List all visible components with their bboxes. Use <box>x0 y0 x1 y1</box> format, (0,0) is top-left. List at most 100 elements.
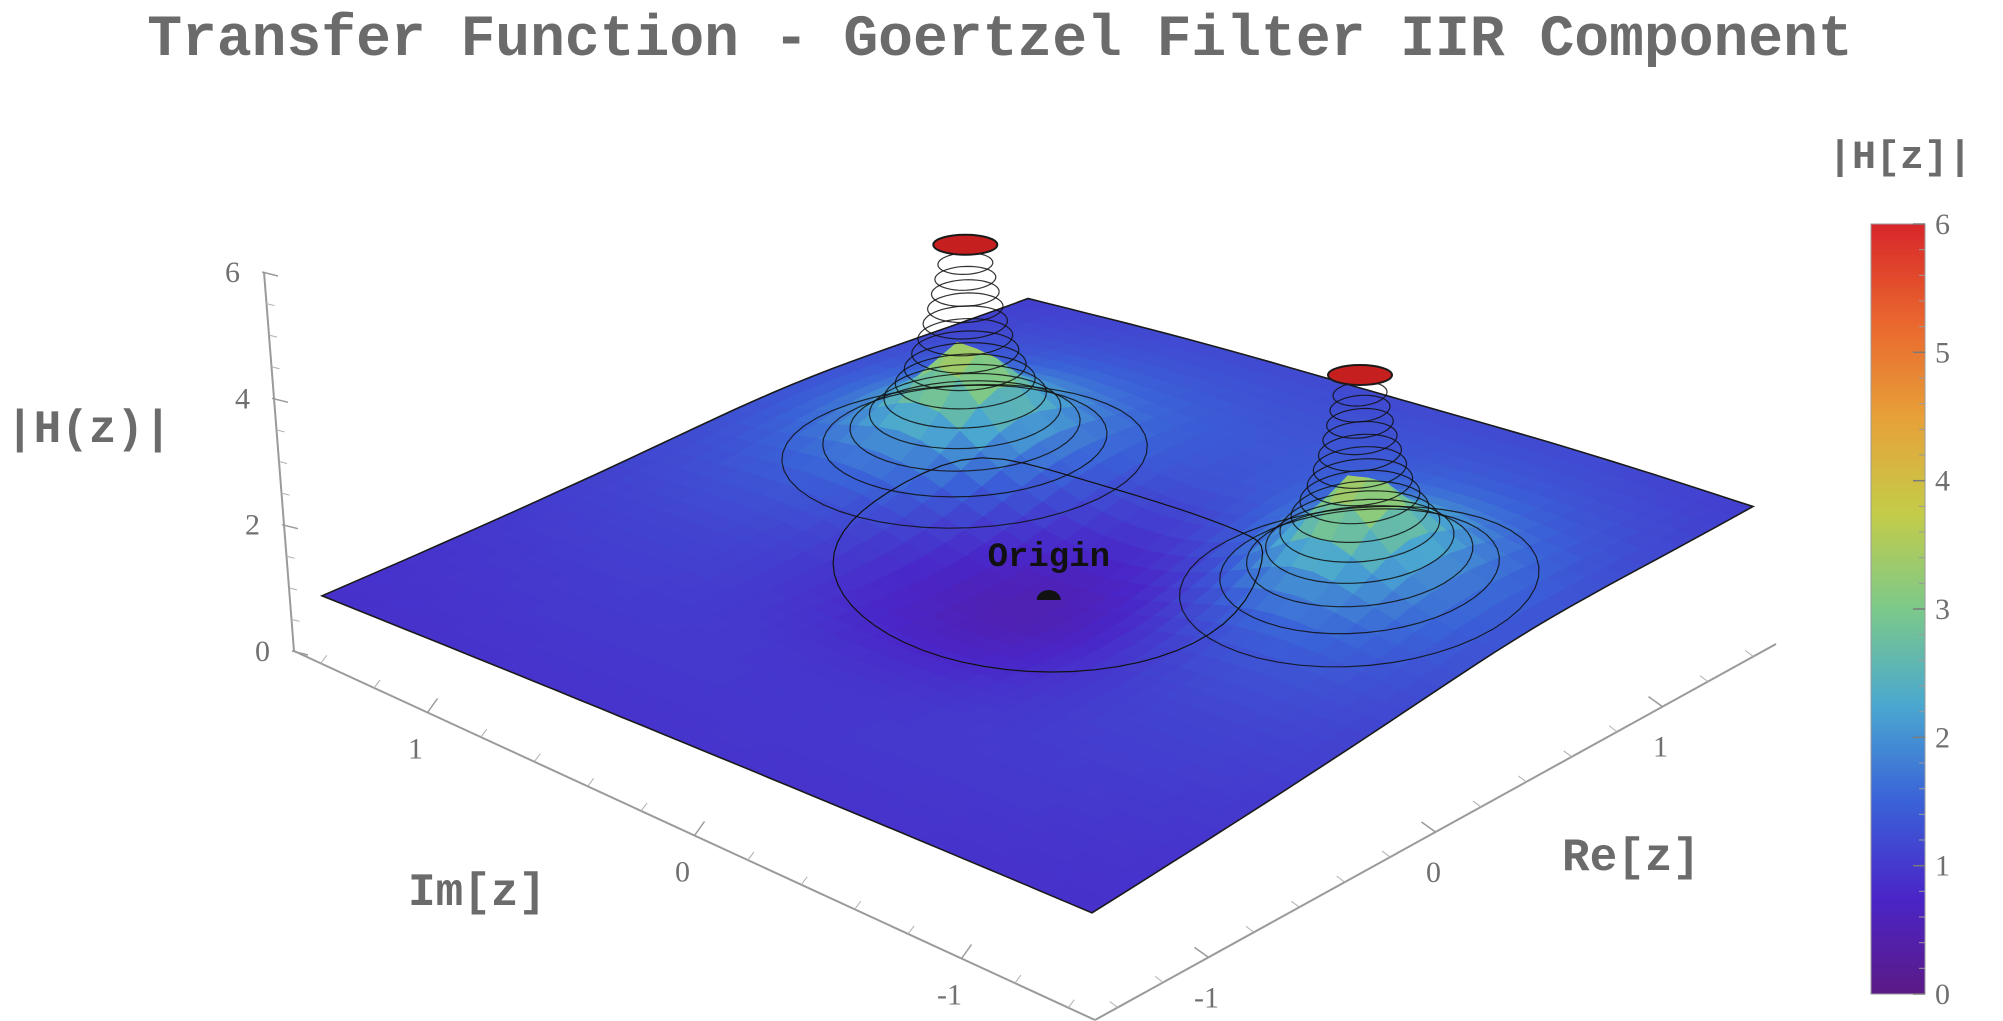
x-axis-title: Re[z] <box>1562 832 1700 884</box>
contour-line <box>781 383 1148 529</box>
im-minor-tick <box>587 777 595 787</box>
colorbar-ticks: 0 1 2 3 4 5 6 <box>1913 208 1950 1011</box>
z-minor-tick <box>286 555 295 559</box>
contour-line <box>1219 508 1500 635</box>
colorbar-tick-label: 0 <box>1935 978 1950 1011</box>
z-tick-mark <box>261 271 279 277</box>
im-minor-tick <box>373 679 381 689</box>
z-minor-tick <box>281 492 290 496</box>
origin-label: Origin <box>988 539 1110 577</box>
contour-line <box>930 279 1000 307</box>
axis-ticks: 0 2 4 6 1 0 -1 -1 0 1 <box>225 256 1754 1014</box>
re-minor-tick <box>1109 1001 1118 1008</box>
im-tick-label: 0 <box>675 856 690 889</box>
re-minor-tick <box>1699 675 1709 682</box>
colorbar-tick-label: 5 <box>1935 336 1950 369</box>
contour-line <box>934 265 997 291</box>
re-tick-mark <box>1648 696 1663 708</box>
im-minor-tick <box>854 900 862 910</box>
contour-line <box>903 342 1027 392</box>
contour-line <box>894 353 1036 410</box>
contour-line <box>937 252 994 276</box>
re-tick-mark <box>1194 946 1209 958</box>
contour-line <box>1326 407 1394 439</box>
re-minor-tick <box>1472 800 1482 808</box>
contour-line <box>1312 446 1408 489</box>
contour-line <box>1322 420 1398 456</box>
colorbar-tick-label: 3 <box>1935 593 1950 626</box>
z-minor-tick <box>278 461 288 464</box>
colorbar-tick-label: 4 <box>1935 465 1950 498</box>
z-axis-title: |H(z)| <box>6 404 172 456</box>
im-tick-mark <box>693 821 706 836</box>
z-minor-tick <box>291 618 300 622</box>
contour-line <box>868 372 1062 450</box>
contour-line <box>1317 433 1403 472</box>
contour-line <box>822 384 1108 498</box>
contour-line <box>926 292 1004 324</box>
im-minor-tick <box>480 728 488 738</box>
contour-line <box>1178 505 1540 668</box>
surface-plot <box>319 297 1756 914</box>
annotations: Origin <box>988 539 1110 601</box>
contour-lines <box>781 252 1540 673</box>
re-minor-tick <box>1291 900 1300 908</box>
re-tick-mark <box>1421 821 1436 833</box>
re-minor-tick <box>1745 650 1754 657</box>
pole-peak-cap <box>932 233 999 256</box>
contour-line <box>1245 505 1474 608</box>
contour-line <box>1279 490 1441 563</box>
z-tick-label: 4 <box>235 382 250 415</box>
colorbar: |H[z]| 0 1 2 3 4 5 6 <box>1828 136 1972 1011</box>
colorbar-tick-label: 1 <box>1935 850 1950 883</box>
im-minor-tick <box>800 876 808 886</box>
contour-line <box>1329 394 1391 423</box>
z-tick-mark <box>291 650 309 656</box>
contour-line <box>922 305 1009 340</box>
re-minor-tick <box>1563 750 1572 758</box>
re-minor-tick <box>1518 775 1527 783</box>
z-tick-mark <box>271 397 289 404</box>
pole-peaks <box>932 233 1393 386</box>
contour-line <box>883 363 1048 429</box>
im-tick-label: 1 <box>408 733 423 766</box>
contour-line <box>1306 458 1414 507</box>
im-minor-tick <box>907 925 915 935</box>
z-tick-label: 0 <box>255 635 270 668</box>
z-minor-tick <box>268 334 278 338</box>
contour-line <box>832 457 1264 673</box>
z-minor-tick <box>288 587 298 591</box>
im-tick-mark <box>960 944 973 959</box>
re-minor-tick <box>1608 725 1618 733</box>
re-minor-tick <box>1381 850 1391 858</box>
z-tick-label: 6 <box>225 256 240 289</box>
im-tick-mark <box>426 698 439 713</box>
im-tick-label: -1 <box>937 979 962 1012</box>
im-minor-tick <box>533 753 541 763</box>
contour-line <box>1299 469 1421 525</box>
im-minor-tick <box>640 802 648 812</box>
re-tick-label: 1 <box>1653 731 1668 764</box>
z-tick-label: 2 <box>245 509 260 542</box>
z-minor-tick <box>276 429 285 433</box>
contour-line <box>911 330 1020 374</box>
im-minor-tick <box>1014 974 1022 984</box>
re-minor-tick <box>1336 875 1345 883</box>
colorbar-title: |H[z]| <box>1828 136 1972 181</box>
im-minor-tick <box>1067 999 1075 1009</box>
origin-marker <box>1036 590 1061 601</box>
y-axis-title: Im[z] <box>408 867 546 919</box>
re-tick-label: 0 <box>1426 856 1441 889</box>
re-minor-tick <box>1154 976 1164 983</box>
contour-line <box>1290 480 1430 543</box>
surface-outline <box>319 297 1756 914</box>
im-minor-tick <box>747 851 755 861</box>
im-minor-tick <box>320 654 328 664</box>
z-minor-tick <box>266 303 275 307</box>
z-tick-mark <box>281 523 299 530</box>
colorbar-tick-label: 2 <box>1935 721 1950 754</box>
z-minor-tick <box>271 366 280 370</box>
re-tick-label: -1 <box>1194 981 1219 1014</box>
